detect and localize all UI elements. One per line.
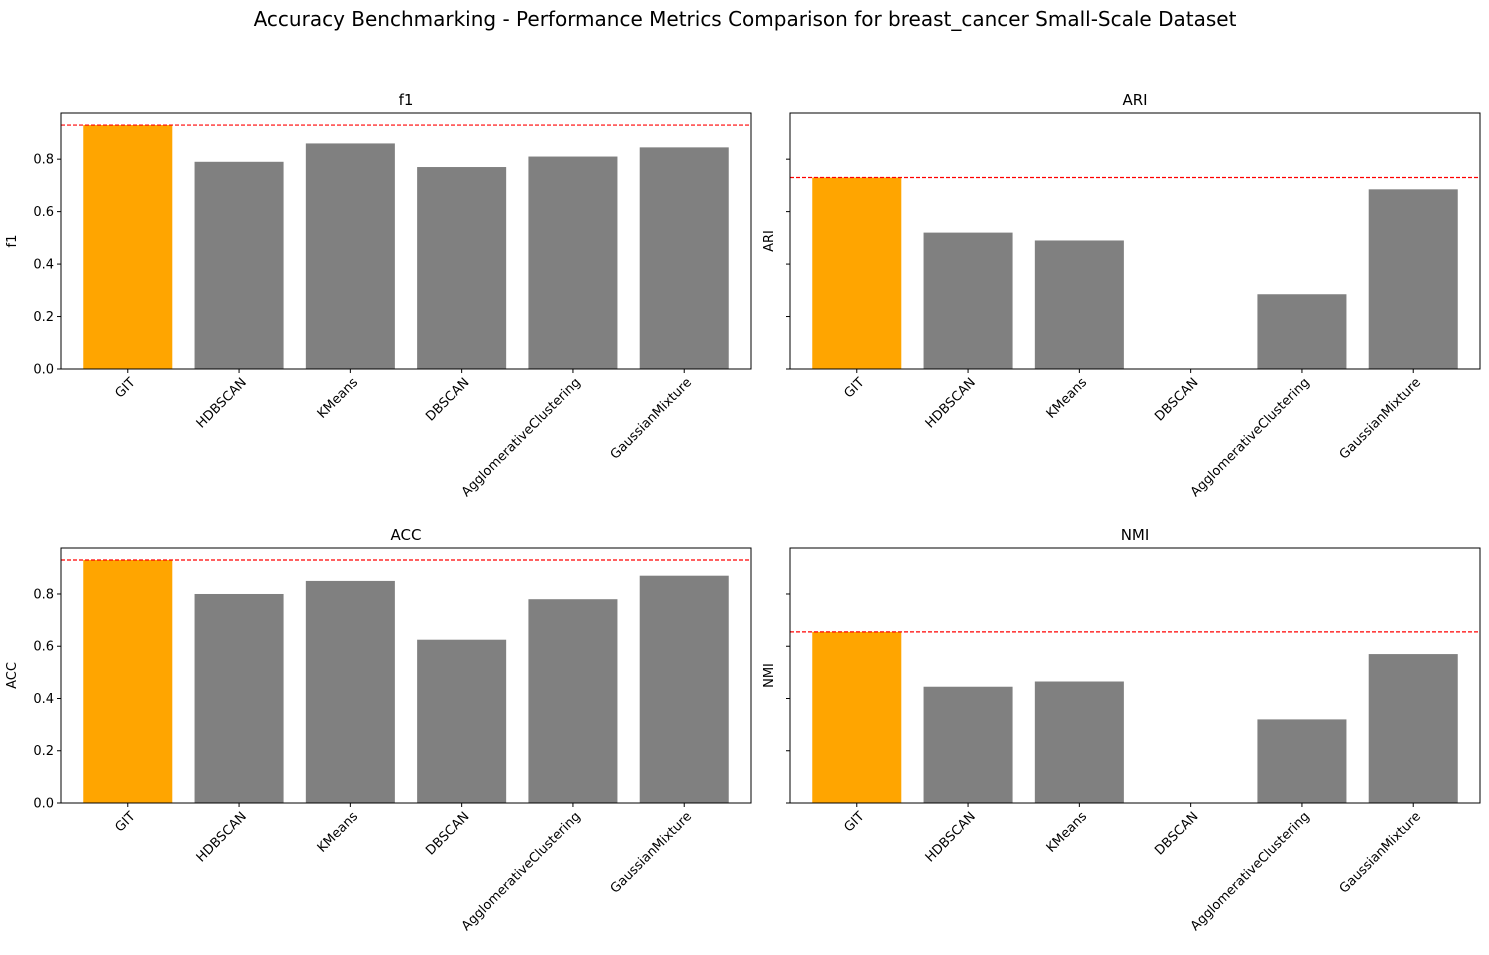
- x-tick-label: DBSCAN: [423, 375, 472, 424]
- x-tick-label: KMeans: [1044, 375, 1091, 422]
- x-tick-label: AgglomerativeClustering: [459, 809, 584, 934]
- y-tick-label: 0.6: [33, 205, 54, 220]
- x-tick-label: DBSCAN: [423, 809, 472, 858]
- axes-frame: [789, 547, 1481, 804]
- x-tick-label: GaussianMixture: [608, 375, 695, 462]
- y-axis-label: f1: [5, 235, 20, 248]
- y-axis-label: ACC: [5, 662, 20, 689]
- bar-agglomerativeclustering: [528, 599, 618, 803]
- x-tick-label: GaussianMixture: [608, 809, 695, 896]
- chart-panel-ari: ARI ARI GIT HDBSCAN KMeans DBSCANAgglomerativ…: [762, 91, 1481, 500]
- bar-dbscan: [417, 167, 507, 369]
- panel-title: ARI: [1122, 91, 1147, 109]
- bar-git: [812, 177, 902, 369]
- axes-frame: [60, 547, 752, 804]
- bar-hdbscan: [194, 593, 284, 803]
- axes-frame: [789, 112, 1481, 370]
- bar-hdbscan: [194, 161, 284, 369]
- y-tick-label: 0.2: [33, 310, 54, 325]
- bar-kmeans: [1034, 240, 1124, 369]
- bar-git: [83, 125, 173, 369]
- x-tick-label: DBSCAN: [1152, 375, 1201, 424]
- x-tick-label: KMeans: [1044, 809, 1091, 856]
- x-tick-label: KMeans: [315, 809, 362, 856]
- y-axis-label: ARI: [762, 230, 777, 252]
- figure-title: Accuracy Benchmarking - Performance Metr…: [254, 7, 1237, 31]
- chart-panel-nmi: NMI NMI GIT HDBSCAN KMeans DBSCANAgglomerativ…: [762, 526, 1481, 934]
- x-tick-label: AgglomerativeClustering: [459, 375, 584, 500]
- y-tick-label: 0.2: [33, 744, 54, 759]
- panel-title: f1: [399, 91, 414, 109]
- y-tick-label: 0.6: [33, 640, 54, 655]
- bar-git: [83, 560, 173, 803]
- x-tick-label: HDBSCAN: [923, 809, 979, 865]
- x-tick-label: HDBSCAN: [923, 375, 979, 431]
- chart-panel-acc: ACC 0.0 0.2 0.4 0.6 0.8 ACC GIT HDBSCAN KMeans DBS…: [5, 526, 752, 934]
- panel-title: ACC: [391, 526, 422, 544]
- x-tick-label: DBSCAN: [1152, 809, 1201, 858]
- y-tick-label: 0.4: [33, 258, 54, 273]
- panel-title: NMI: [1121, 526, 1150, 544]
- y-tick-label: 0.0: [33, 797, 54, 812]
- x-tick-label: HDBSCAN: [194, 809, 250, 865]
- x-tick-label: GIT: [842, 809, 868, 835]
- bar-gaussianmixture: [1368, 654, 1458, 803]
- y-tick-label: 0.8: [33, 587, 54, 602]
- x-tick-label: KMeans: [315, 375, 362, 422]
- bar-kmeans: [305, 143, 395, 369]
- bar-agglomerativeclustering: [1257, 719, 1347, 803]
- bar-kmeans: [1034, 681, 1124, 803]
- x-tick-label: AgglomerativeClustering: [1188, 375, 1313, 500]
- bar-hdbscan: [923, 232, 1013, 369]
- x-tick-label: GaussianMixture: [1337, 375, 1424, 462]
- bar-gaussianmixture: [1368, 189, 1458, 369]
- axes-frame: [60, 112, 752, 370]
- bar-hdbscan: [923, 686, 1013, 803]
- x-tick-label: GaussianMixture: [1337, 809, 1424, 896]
- y-tick-label: 0.0: [33, 363, 54, 378]
- y-axis-label: NMI: [762, 663, 777, 688]
- chart-panel-f1: f1 0.0 0.2 0.4 0.6 0.8 f1 GIT HDBSCAN KMeans DBSCA…: [5, 91, 752, 500]
- x-tick-label: HDBSCAN: [194, 375, 250, 431]
- x-tick-label: GIT: [113, 375, 139, 401]
- bar-git: [812, 631, 902, 803]
- bar-gaussianmixture: [639, 575, 729, 803]
- bar-dbscan: [417, 639, 507, 803]
- y-tick-label: 0.4: [33, 692, 54, 707]
- bar-gaussianmixture: [639, 147, 729, 369]
- y-tick-label: 0.8: [33, 153, 54, 168]
- bar-agglomerativeclustering: [1257, 294, 1347, 369]
- bar-agglomerativeclustering: [528, 156, 618, 369]
- bar-kmeans: [305, 580, 395, 803]
- x-tick-label: AgglomerativeClustering: [1188, 809, 1313, 934]
- x-tick-label: GIT: [113, 809, 139, 835]
- x-tick-label: GIT: [842, 375, 868, 401]
